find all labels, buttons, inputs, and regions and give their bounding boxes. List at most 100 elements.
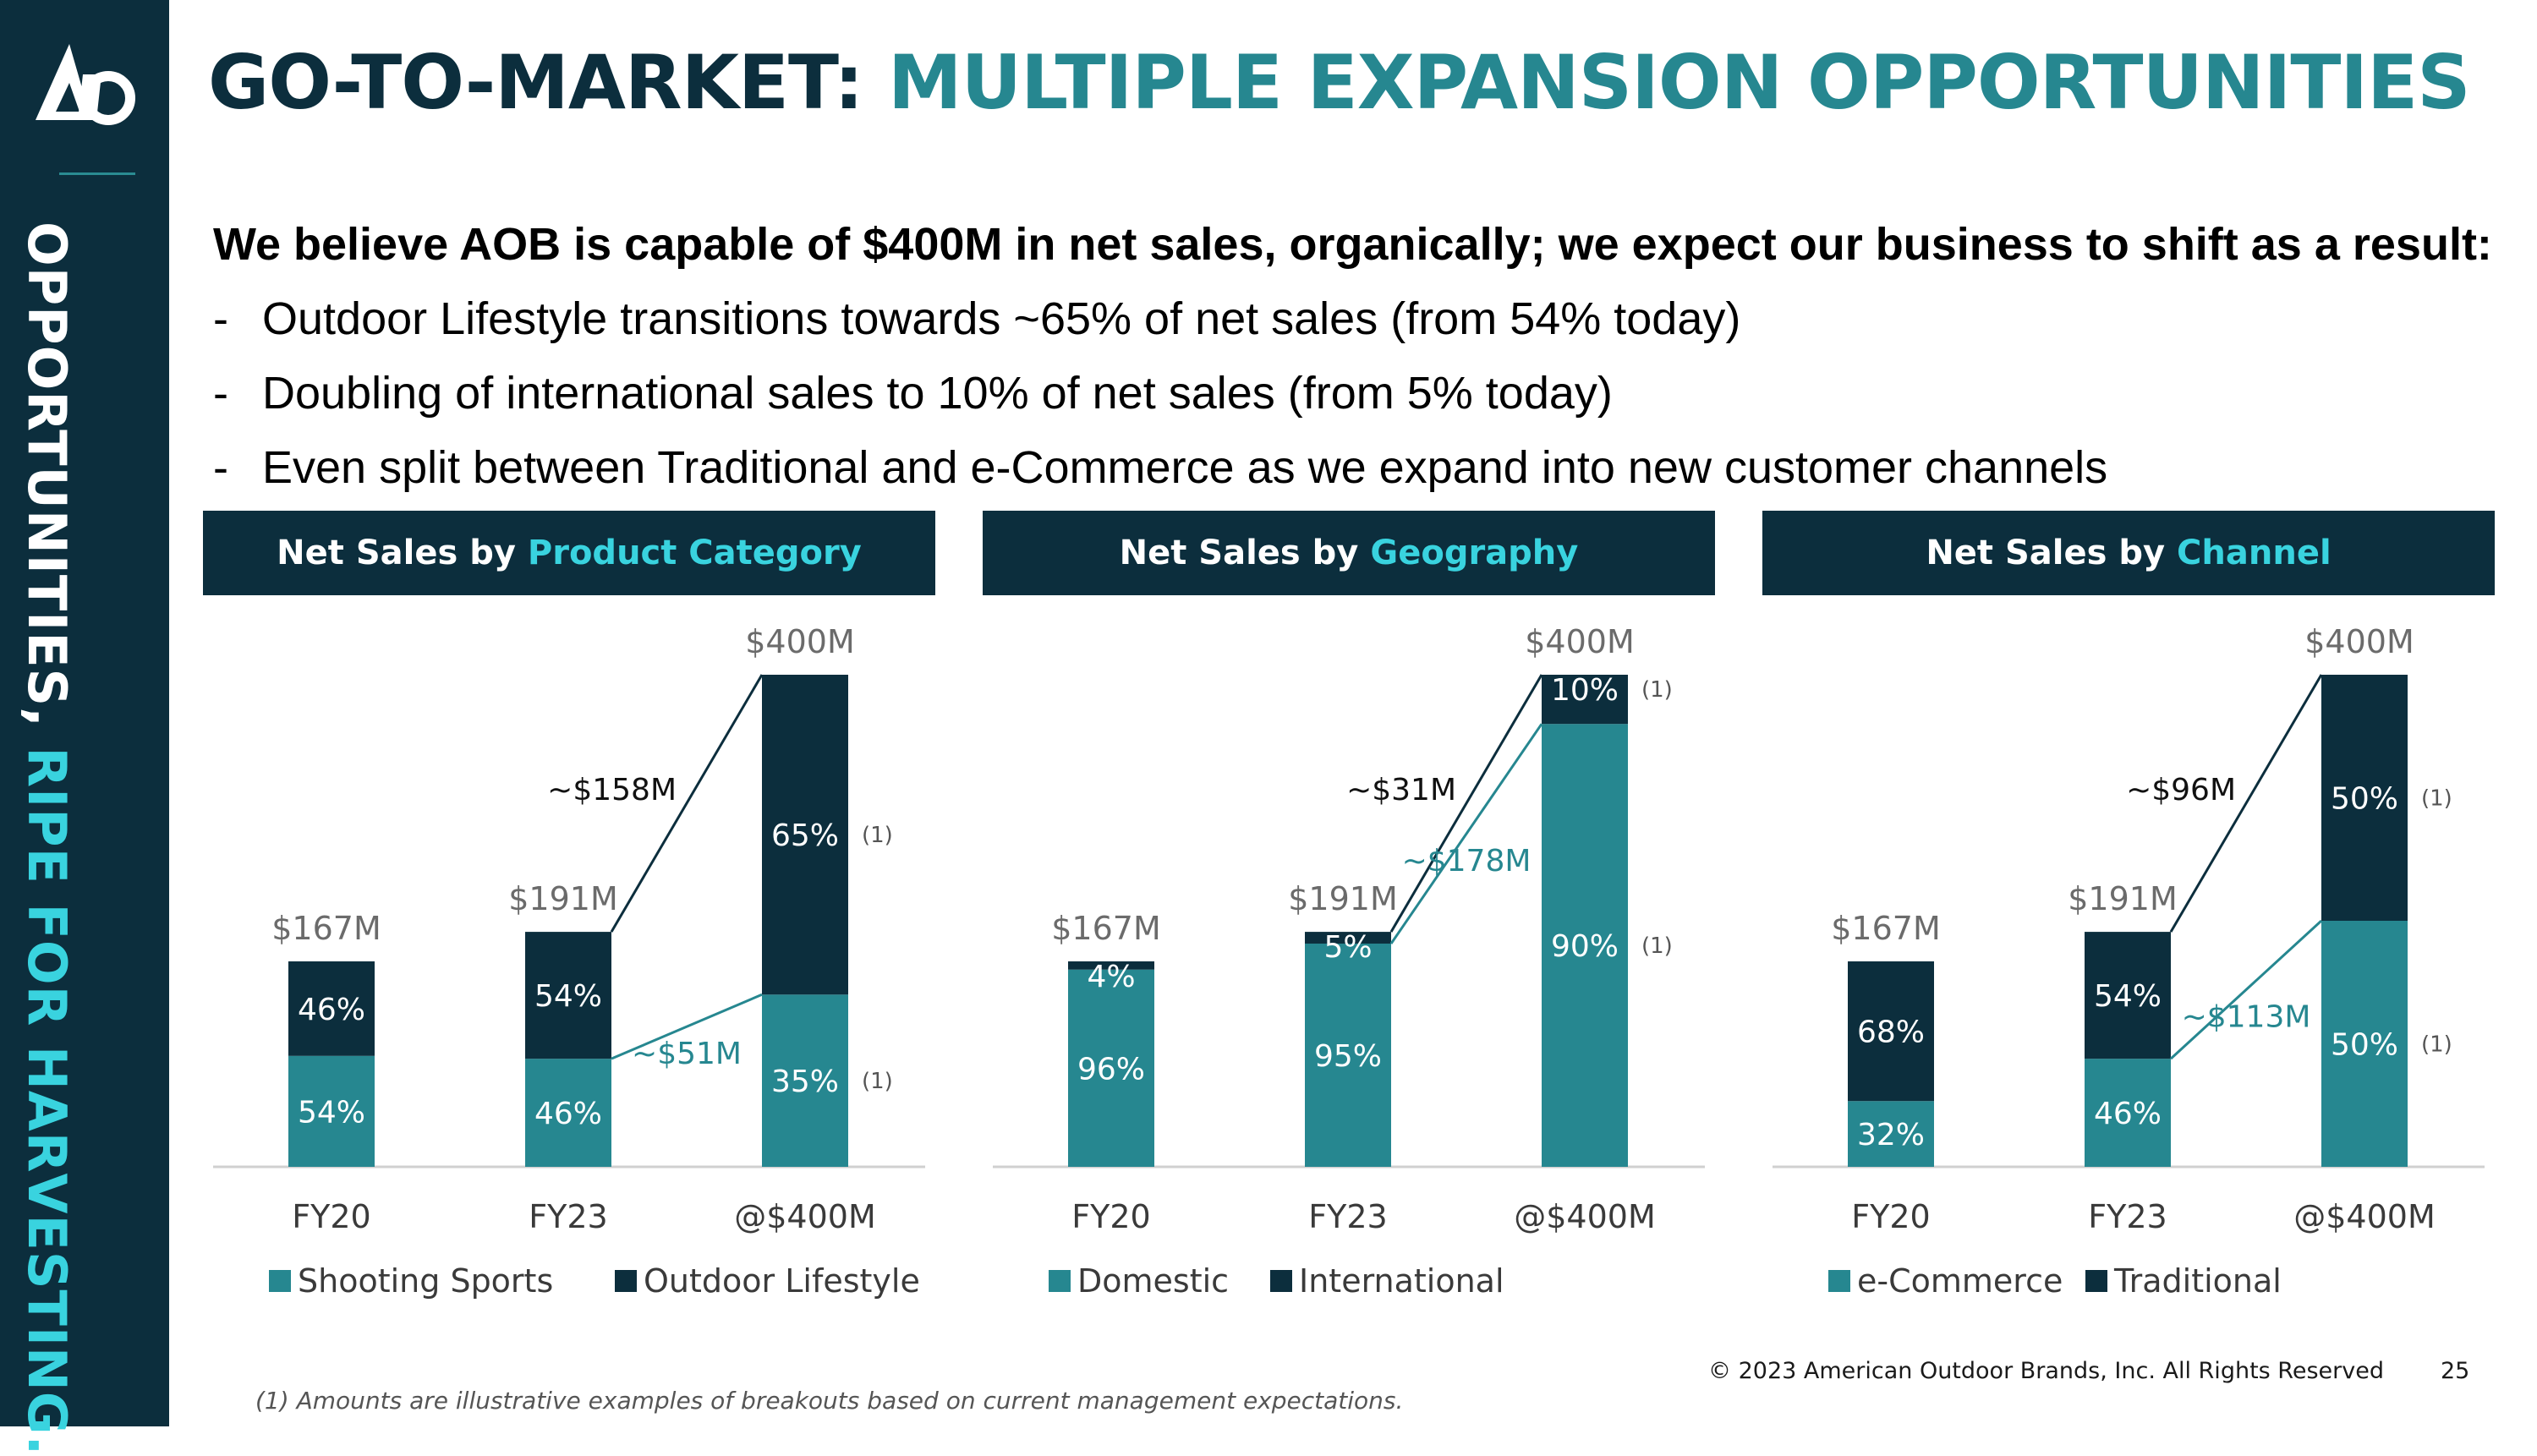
bar-segment-shooting-sports xyxy=(762,994,848,1167)
title-part1: GO-TO-MARKET: xyxy=(208,39,889,126)
growth-label: ~$31M xyxy=(1346,773,1456,807)
footnote: (1) Amounts are illustrative examples of… xyxy=(255,1387,1404,1415)
intro-headline: We believe AOB is capable of $400M in ne… xyxy=(213,219,2492,270)
bar-segment-e-commerce xyxy=(2321,921,2408,1167)
growth-line-e-commerce xyxy=(2169,919,2323,1060)
data-label: 54% xyxy=(534,979,602,1014)
growth-label: ~$51M xyxy=(632,1037,742,1071)
bar-segment-international xyxy=(1542,675,1628,725)
data-label: 35% xyxy=(771,1065,839,1099)
legend-swatch xyxy=(1049,1270,1071,1292)
panel-header-channel: Net Sales by Channel xyxy=(1762,511,2495,595)
bar-segment-domestic xyxy=(1068,969,1154,1167)
category-tick-label: FY20 xyxy=(1071,1198,1150,1235)
bar-segment-domestic xyxy=(1305,943,1391,1167)
total-label: $400M xyxy=(1525,623,1635,660)
footnote-marker: (1) xyxy=(862,1069,893,1094)
data-label: 90% xyxy=(1551,929,1619,964)
bullet-dash: - xyxy=(213,293,228,344)
total-label: $191M xyxy=(508,880,618,917)
data-label: 65% xyxy=(771,818,839,853)
growth-label: ~$96M xyxy=(2126,773,2236,807)
total-label: $191M xyxy=(2068,880,2178,917)
sidebar: OPPORTUNITIES, RIPE FOR HARVESTING. xyxy=(0,0,169,1456)
data-label: 95% xyxy=(1314,1039,1382,1074)
panel-header-accent: Channel xyxy=(2177,534,2332,572)
bullet-text: Even split between Traditional and e-Com… xyxy=(262,442,2108,493)
category-tick-label: FY23 xyxy=(2088,1198,2167,1235)
category-tick-label: @$400M xyxy=(734,1198,876,1235)
bullet-item: - Even split between Traditional and e-Co… xyxy=(213,441,2107,494)
data-label: 68% xyxy=(1857,1015,1925,1050)
bar-segment-outdoor-lifestyle xyxy=(288,961,375,1056)
bullet-item: - Outdoor Lifestyle transitions towards ~… xyxy=(213,293,1740,345)
legend-swatch xyxy=(2085,1270,2107,1292)
bar-segment-shooting-sports xyxy=(525,1059,611,1167)
growth-line-traditional xyxy=(2169,674,2323,933)
data-label: 46% xyxy=(298,993,365,1027)
legend-item: e-Commerce xyxy=(1857,1262,2063,1300)
total-label: $167M xyxy=(1831,910,1941,947)
legend-item: Shooting Sports xyxy=(298,1262,553,1300)
legend-swatch xyxy=(1270,1270,1292,1292)
copyright-notice: © 2023 American Outdoor Brands, Inc. All… xyxy=(1708,1358,2384,1384)
category-tick-label: @$400M xyxy=(1514,1198,1656,1235)
bullet-item: - Doubling of international sales to 10% … xyxy=(213,367,1613,419)
data-label: 50% xyxy=(2331,1028,2398,1063)
bar-segment-e-commerce xyxy=(1848,1101,1934,1167)
category-tick-label: FY23 xyxy=(529,1198,607,1235)
bar-segment-traditional xyxy=(1848,961,1934,1102)
category-tick-label: FY20 xyxy=(292,1198,370,1235)
category-tick-label: FY23 xyxy=(1308,1198,1387,1235)
growth-line-international xyxy=(1389,674,1543,933)
panel-header-prefix: Net Sales by xyxy=(277,534,516,572)
total-label: $400M xyxy=(745,623,855,660)
legend-item: International xyxy=(1299,1262,1504,1300)
data-label: 50% xyxy=(2331,782,2398,817)
title-part2: MULTIPLE EXPANSION OPPORTUNITIES xyxy=(888,39,2471,126)
charts-area: 54% 46% $167M FY20 46% 54% $191M FY23 35% 65% (1) (… xyxy=(213,623,2485,1300)
panel-header-prefix: Net Sales by xyxy=(1119,534,1359,572)
bar-segment-international xyxy=(1068,961,1154,970)
footnote-marker: (1) xyxy=(1641,933,1673,959)
data-label: 54% xyxy=(2094,979,2162,1014)
footnote-marker: (1) xyxy=(2421,786,2452,812)
bar-segment-traditional xyxy=(2321,675,2408,921)
page-title: GO-TO-MARKET: MULTIPLE EXPANSION OPPORTU… xyxy=(208,39,2471,126)
panel-header-accent: Geography xyxy=(1370,534,1579,572)
panel-header-geography: Net Sales by Geography xyxy=(983,511,1715,595)
footnote-marker: (1) xyxy=(1641,677,1673,703)
sidebar-divider xyxy=(59,172,135,175)
bar-segment-shooting-sports xyxy=(288,1055,375,1167)
data-label: 46% xyxy=(534,1097,602,1131)
bullet-dash: - xyxy=(213,368,228,419)
panel-header-prefix: Net Sales by xyxy=(1926,534,2166,572)
aob-logo-icon xyxy=(36,44,135,125)
legend-item: Traditional xyxy=(2113,1262,2282,1300)
total-label: $167M xyxy=(271,910,381,947)
legend-swatch xyxy=(1828,1270,1850,1292)
legend-swatch xyxy=(615,1270,637,1292)
growth-label: ~$178M xyxy=(1402,844,1532,879)
total-label: $167M xyxy=(1051,910,1161,947)
footnote-marker: (1) xyxy=(862,823,893,848)
total-label: $191M xyxy=(1288,880,1398,917)
growth-label: ~$113M xyxy=(2182,1000,2311,1035)
legend-swatch xyxy=(269,1270,291,1292)
bar-segment-outdoor-lifestyle xyxy=(762,675,848,995)
bar-segment-domestic xyxy=(1542,724,1628,1167)
footnote-marker: (1) xyxy=(2421,1032,2452,1058)
bar-segment-traditional xyxy=(2085,932,2171,1059)
growth-label: ~$158M xyxy=(547,773,677,807)
panel-header-product-category: Net Sales by Product Category xyxy=(203,511,935,595)
data-label: 32% xyxy=(1857,1118,1925,1152)
data-label: 46% xyxy=(2094,1097,2162,1131)
legend-item: Domestic xyxy=(1077,1262,1229,1300)
bullet-dash: - xyxy=(213,442,228,493)
category-tick-label: FY20 xyxy=(1851,1198,1930,1235)
data-label: 54% xyxy=(298,1095,365,1130)
legend-item: Outdoor Lifestyle xyxy=(644,1262,920,1300)
panel-header-accent: Product Category xyxy=(527,534,862,572)
category-tick-label: @$400M xyxy=(2293,1198,2436,1235)
growth-line-shooting-sports xyxy=(611,993,763,1060)
